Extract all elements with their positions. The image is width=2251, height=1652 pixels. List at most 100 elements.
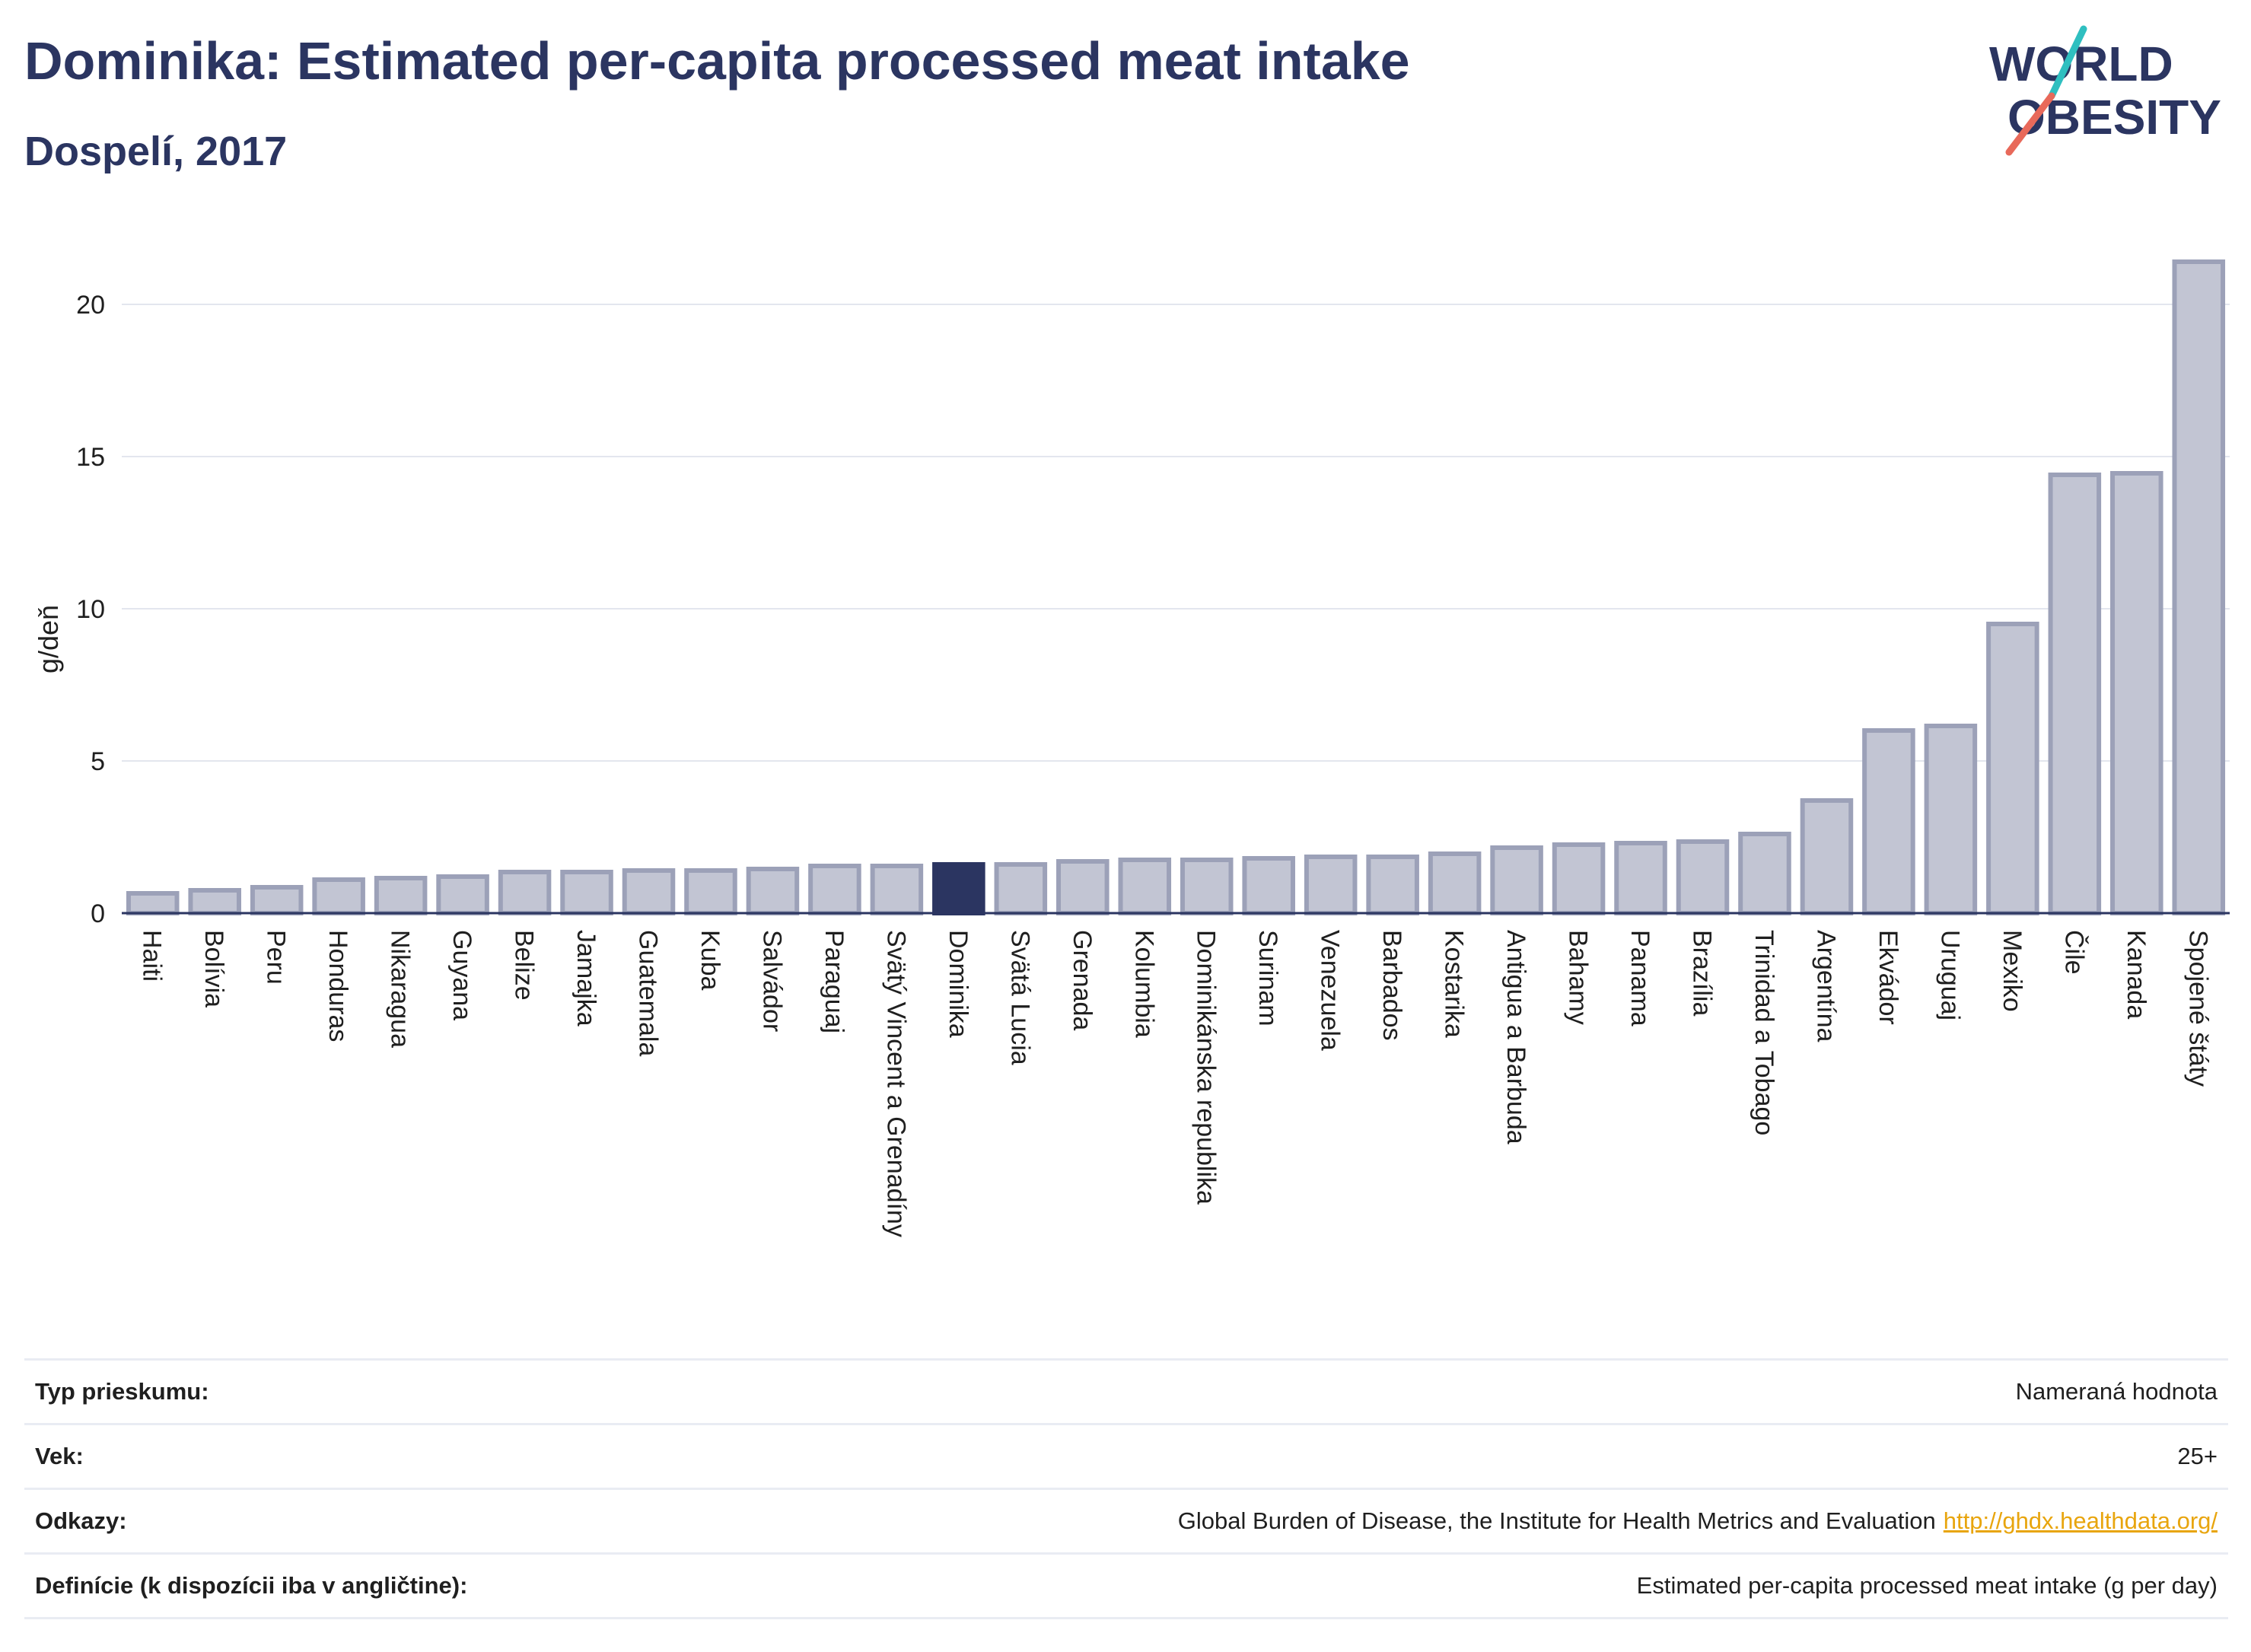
x-tick-label: Salvádor (757, 930, 786, 1032)
gridlines (122, 304, 2230, 762)
reference-link[interactable]: http://ghdx.healthdata.org/ (1943, 1507, 2218, 1534)
logo-line-2: OBESITY (2007, 90, 2221, 145)
y-axis-label: g/deň (33, 605, 64, 673)
x-tick-label: Jamajka (572, 930, 600, 1027)
info-value: Global Burden of Disease, the Institute … (1177, 1507, 1936, 1534)
bar[interactable] (1056, 859, 1110, 915)
bar[interactable] (746, 867, 800, 915)
bar-chart: 0 5 10 15 20 Haiti Bolívia Peru Honduras Nikarag… (0, 198, 2251, 1339)
y-tick-labels: 0 5 10 15 20 (76, 291, 105, 928)
info-key: Vek: (35, 1443, 84, 1469)
x-tick-label: Kolumbia (1129, 930, 1158, 1038)
x-tick-label: Svätý Vincent a Grenadíny (881, 930, 910, 1237)
x-tick-label: Barbados (1377, 930, 1406, 1041)
x-tick-label: Kuba (696, 930, 724, 990)
info-row-definition: Definície (k dispozícii iba v angličtine… (24, 1552, 2228, 1619)
logo-line-1: WORLD (1989, 37, 2173, 91)
y-tick-label: 5 (91, 747, 105, 776)
x-tick-label: Paraguaj (820, 930, 849, 1033)
world-obesity-logo: WORLD OBESITY (1986, 23, 2237, 160)
bar[interactable] (436, 874, 489, 915)
bar[interactable] (1118, 858, 1172, 915)
bar[interactable] (994, 862, 1048, 915)
x-tick-label: Argentína (1811, 930, 1840, 1042)
bar[interactable] (2110, 471, 2163, 915)
y-tick-label: 20 (76, 291, 105, 320)
info-value: Estimated per-capita processed meat inta… (1636, 1572, 2218, 1599)
x-tick-label: Haiti (138, 930, 167, 982)
x-tick-label: Čile (2059, 930, 2088, 975)
x-tick-label: Spojené štáty (2183, 930, 2212, 1087)
info-row-references: Odkazy: Global Burden of Disease, the In… (24, 1488, 2228, 1552)
bar[interactable] (1676, 839, 1730, 915)
info-key: Definície (k dispozícii iba v angličtine… (35, 1572, 468, 1599)
bar[interactable] (1304, 855, 1358, 915)
info-value-wrap: Global Burden of Disease, the Institute … (1178, 1507, 2228, 1535)
y-tick-label: 10 (76, 595, 105, 624)
bar[interactable] (1242, 856, 1295, 915)
x-tick-label: Honduras (323, 930, 352, 1042)
x-tick-label: Grenada (1068, 930, 1097, 1030)
x-tick-label: Guatemala (634, 930, 663, 1056)
bar[interactable] (498, 870, 552, 915)
x-tick-label: Kostarika (1440, 930, 1469, 1038)
bar[interactable] (1490, 845, 1543, 915)
x-tick-label: Dominikánska republika (1192, 930, 1221, 1205)
info-row-age: Vek: 25+ (24, 1423, 2228, 1488)
bar[interactable] (1552, 842, 1606, 915)
info-table: Typ prieskumu: Nameraná hodnota Vek: 25+… (24, 1358, 2228, 1619)
x-tick-label: Nikaragua (386, 930, 415, 1048)
bars (122, 259, 2230, 915)
info-value: 25+ (2177, 1443, 2218, 1469)
x-tick-label: Bolívia (199, 930, 228, 1007)
info-key: Odkazy: (35, 1507, 127, 1534)
x-tick-label: Uruguaj (1935, 930, 1964, 1020)
info-row-survey-type: Typ prieskumu: Nameraná hodnota (24, 1358, 2228, 1423)
x-tick-label: Antigua a Barbuda (1501, 930, 1530, 1144)
chart-subtitle: Dospelí, 2017 (24, 129, 288, 174)
bar[interactable] (870, 864, 924, 915)
bar[interactable] (622, 868, 676, 915)
x-tick-label: Belize (510, 930, 539, 1001)
logo-teal-stroke (2048, 25, 2087, 100)
bar[interactable] (1738, 832, 1791, 915)
bar[interactable] (1924, 724, 1978, 915)
x-tick-label: Brazília (1688, 930, 1717, 1016)
bar[interactable] (250, 885, 304, 915)
bar[interactable] (1862, 728, 1915, 915)
x-tick-label: Panama (1625, 930, 1654, 1027)
bar[interactable] (1366, 855, 1419, 915)
logo-red-stroke (2005, 92, 2055, 156)
x-tick-labels: Haiti Bolívia Peru Honduras Nikaragua Guyana B… (138, 930, 2213, 1237)
x-tick-label: Surinam (1253, 930, 1282, 1027)
bar[interactable] (374, 876, 428, 915)
bar[interactable] (932, 862, 985, 915)
bar[interactable] (1800, 798, 1854, 915)
info-key: Typ prieskumu: (35, 1378, 209, 1405)
bar[interactable] (684, 868, 737, 915)
bar[interactable] (312, 877, 365, 915)
x-tick-label: Peru (262, 930, 291, 985)
x-tick-label: Trinidad a Tobago (1750, 930, 1778, 1135)
bar[interactable] (560, 870, 613, 915)
info-value: Nameraná hodnota (2015, 1378, 2218, 1405)
bar[interactable] (2172, 259, 2226, 915)
x-tick-label: Dominika (944, 930, 973, 1038)
x-tick-label: Mexiko (1998, 930, 2027, 1012)
bar[interactable] (808, 864, 861, 915)
x-tick-label: Guyana (447, 930, 476, 1020)
x-tick-label: Svätá Lucia (1005, 930, 1034, 1065)
x-tick-label: Ekvádor (1874, 930, 1902, 1025)
bar[interactable] (2048, 473, 2102, 915)
chart-svg: 0 5 10 15 20 Haiti Bolívia Peru Honduras Nikarag… (33, 259, 2230, 1237)
bar[interactable] (188, 888, 241, 915)
y-tick-label: 0 (91, 899, 105, 928)
x-tick-label: Kanada (2122, 930, 2151, 1019)
bar[interactable] (1180, 858, 1234, 915)
bar[interactable] (1614, 841, 1667, 915)
bar[interactable] (1428, 851, 1482, 915)
bar[interactable] (126, 891, 180, 915)
x-tick-label: Bahamy (1564, 930, 1593, 1025)
bar[interactable] (1986, 622, 2039, 915)
x-tick-label: Venezuela (1316, 930, 1345, 1051)
